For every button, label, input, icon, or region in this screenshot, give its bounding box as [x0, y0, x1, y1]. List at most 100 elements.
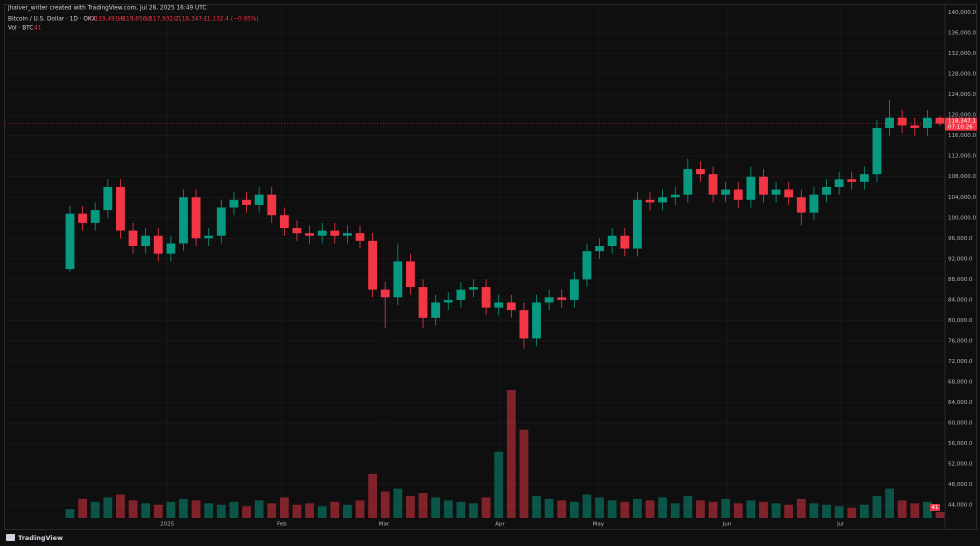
- y-tick-label: 128,000.0: [948, 72, 976, 78]
- candle-body: [204, 235, 214, 239]
- candle-body: [481, 287, 491, 308]
- candle-body: [431, 302, 441, 318]
- candle-body: [103, 186, 113, 211]
- y-tick-label: 92,000.0: [948, 256, 973, 262]
- volume-value: 41: [34, 26, 42, 32]
- candle-body: [317, 230, 327, 236]
- footer-bar: [0, 530, 980, 546]
- candles: [5, 99, 945, 349]
- volume-bar: [128, 500, 138, 518]
- y-tick-label: 132,000.0: [948, 51, 976, 57]
- y-tick-label: 52,000.0: [948, 462, 973, 468]
- candle-body: [153, 235, 163, 254]
- attribution: jhalver_writer created with TradingView.…: [7, 6, 207, 12]
- candle-body: [683, 169, 693, 195]
- volume-bar: [834, 506, 844, 518]
- volume-bar: [380, 491, 390, 518]
- volume-bar: [166, 501, 176, 518]
- candle-body: [469, 287, 478, 290]
- candle-body: [532, 302, 541, 339]
- y-tick-label: 120,000.0: [948, 113, 976, 119]
- chart-frame: [4, 4, 977, 530]
- volume-bar: [670, 503, 680, 518]
- candle-body: [342, 233, 352, 236]
- price-tag: [945, 117, 977, 131]
- candle-body: [179, 197, 188, 244]
- candle-body: [267, 194, 277, 216]
- volume-bar: [65, 509, 75, 518]
- y-tick-label: 84,000.0: [948, 297, 973, 303]
- y-tick-label: 72,000.0: [948, 359, 973, 365]
- volume-bar: [103, 497, 113, 518]
- volume-bar: [116, 494, 125, 518]
- candle-body: [355, 233, 365, 241]
- volume-bar: [494, 451, 504, 518]
- candle-body: [759, 176, 768, 195]
- volume-bar: [254, 500, 264, 518]
- volume-bar: [746, 500, 756, 518]
- footer-brand[interactable]: TradingView: [18, 534, 63, 542]
- y-tick-label: 76,000.0: [948, 338, 973, 344]
- y-tick-label: 140,000.0: [948, 10, 976, 16]
- y-tick-label: 104,000.0: [948, 195, 976, 201]
- y-tick-label: 80,000.0: [948, 318, 973, 324]
- candle-body: [784, 189, 794, 198]
- volume-bar: [90, 501, 100, 518]
- candle-body: [380, 289, 390, 298]
- volume-bar: [859, 504, 869, 518]
- candle-body: [885, 117, 894, 128]
- volume-bar: [267, 503, 277, 518]
- candle-body: [696, 169, 705, 175]
- y-tick-label: 136,000.0: [948, 31, 976, 37]
- volume-bar: [759, 501, 768, 518]
- volume-bar: [229, 501, 239, 518]
- candle-body: [279, 215, 289, 229]
- y-tick-label: 64,000.0: [948, 400, 973, 406]
- volume-bar: [141, 503, 151, 518]
- x-tick-label: Mar: [379, 522, 390, 528]
- volume-bar: [557, 500, 567, 518]
- volume-bar: [431, 497, 441, 518]
- x-tick-label: Jul: [836, 522, 844, 528]
- candle-body: [141, 235, 151, 247]
- candle-body: [191, 197, 201, 239]
- candle-body: [595, 246, 604, 252]
- ohlc-low: L117,932.7: [146, 17, 179, 23]
- candle-body: [166, 243, 176, 254]
- candle-body: [670, 194, 680, 198]
- volume-bar: [191, 500, 201, 518]
- ohlc-open: O119,491.9: [90, 17, 124, 23]
- x-tick-label: Feb: [277, 522, 287, 528]
- volume-bar: [569, 501, 579, 518]
- volume-bar: [696, 500, 705, 518]
- candle-body: [922, 117, 932, 128]
- candle-body: [645, 199, 655, 203]
- y-tick-label: 56,000.0: [948, 441, 973, 447]
- candle-body: [658, 197, 668, 203]
- volume-bar: [822, 504, 831, 518]
- volume-bar: [179, 498, 188, 518]
- volume-bar: [658, 497, 668, 518]
- volume-bar: [305, 503, 314, 518]
- candle-body: [809, 194, 819, 213]
- volume-bar: [418, 492, 428, 518]
- candle-body: [569, 279, 579, 300]
- candle-body: [935, 117, 945, 124]
- candle-body: [607, 235, 617, 247]
- candle-body: [834, 179, 844, 187]
- y-tick-label: 88,000.0: [948, 277, 973, 283]
- volume-bar: [910, 503, 920, 518]
- candle-body: [632, 199, 642, 249]
- symbol-title: Bitcoin / U.S. Dollar · 1D · OKX: [8, 17, 96, 23]
- volume-bar: [393, 488, 403, 518]
- countdown-label: 07:10:26: [948, 125, 973, 131]
- candle-body: [872, 127, 882, 175]
- candle-body: [544, 297, 554, 303]
- candle-body: [620, 235, 630, 249]
- candle-body: [897, 117, 907, 126]
- candle-body: [708, 174, 718, 195]
- candle-body: [746, 176, 756, 200]
- candle-body: [443, 299, 453, 303]
- candle-body: [254, 194, 264, 205]
